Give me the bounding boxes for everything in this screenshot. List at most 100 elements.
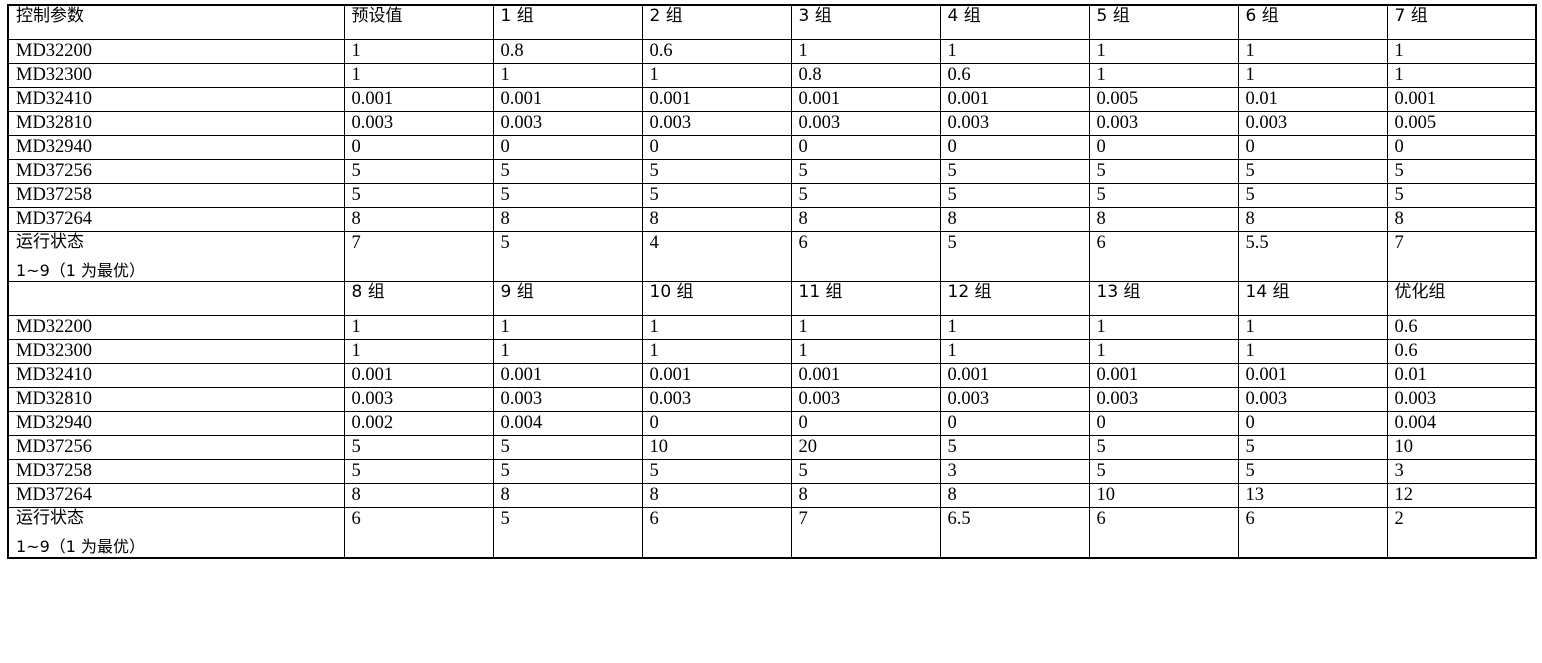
- parameter-value: 0.003: [641, 386, 792, 412]
- status-row: 运行状态 1~9（1 为最优） 7 5 4 6 5 6 5.5 7: [7, 230, 1537, 282]
- parameter-value: 0.6: [1386, 314, 1537, 340]
- parameter-value: 5: [641, 182, 792, 208]
- parameter-value: 5: [492, 434, 643, 460]
- parameter-label: MD37258: [7, 458, 345, 484]
- parameter-value: 8: [939, 206, 1090, 232]
- parameter-value: 0: [790, 410, 941, 436]
- parameter-value: 0.001: [1386, 86, 1537, 112]
- status-label-cell: 运行状态 1~9（1 为最优）: [7, 506, 345, 558]
- parameter-value: 5: [1237, 458, 1388, 484]
- parameter-value: 0: [790, 134, 941, 160]
- parameter-value: 1: [492, 62, 643, 88]
- parameter-value: 8: [641, 482, 792, 508]
- parameter-value: 8: [1237, 206, 1388, 232]
- parameter-value: 0.001: [939, 86, 1090, 112]
- parameter-label: MD32410: [7, 362, 345, 388]
- parameter-value: 5: [641, 458, 792, 484]
- subheader-corner-empty: [7, 280, 345, 316]
- parameter-label: MD37258: [7, 182, 345, 208]
- status-value: 7: [790, 506, 941, 558]
- parameter-label: MD32410: [7, 86, 345, 112]
- parameter-value: 0: [492, 134, 643, 160]
- parameter-value: 0.003: [343, 110, 494, 136]
- parameter-value: 1: [1237, 62, 1388, 88]
- parameter-value: 0.001: [343, 86, 494, 112]
- parameter-value: 1: [641, 62, 792, 88]
- status-label-line2: 1~9（1 为最优）: [16, 536, 146, 556]
- parameter-value: 0.001: [1237, 362, 1388, 388]
- parameter-value: 0.01: [1386, 362, 1537, 388]
- parameter-value: 1: [1088, 314, 1239, 340]
- parameter-value: 8: [939, 482, 1090, 508]
- parameter-value: 0.004: [1386, 410, 1537, 436]
- parameter-value: 0.003: [939, 386, 1090, 412]
- parameter-value: 5: [343, 458, 494, 484]
- parameter-value: 0.003: [790, 386, 941, 412]
- parameter-value: 20: [790, 434, 941, 460]
- column-header: 优化组: [1386, 280, 1537, 316]
- status-value: 6: [1088, 506, 1239, 558]
- column-header: 10 组: [641, 280, 792, 316]
- parameter-value: 0.001: [343, 362, 494, 388]
- parameter-value: 8: [790, 206, 941, 232]
- column-header: 4 组: [939, 4, 1090, 40]
- status-value: 7: [1386, 230, 1537, 282]
- column-header: 1 组: [492, 4, 643, 40]
- parameter-label: MD32810: [7, 110, 345, 136]
- parameter-value: 8: [1088, 206, 1239, 232]
- table-row: MD32300 1 1 1 1 1 1 1 0.6: [7, 338, 1537, 364]
- parameter-value: 1: [641, 338, 792, 364]
- table-row: MD32940 0.002 0.004 0 0 0 0 0 0.004: [7, 410, 1537, 436]
- parameter-value: 5: [1386, 158, 1537, 184]
- parameter-value: 0.004: [492, 410, 643, 436]
- parameter-value: 0: [641, 134, 792, 160]
- parameter-value: 0.003: [343, 386, 494, 412]
- parameter-value: 1: [343, 314, 494, 340]
- parameter-value: 0: [939, 410, 1090, 436]
- parameter-value: 0: [1237, 134, 1388, 160]
- column-header: 3 组: [790, 4, 941, 40]
- parameter-value: 0.003: [1386, 386, 1537, 412]
- parameter-value: 0: [343, 134, 494, 160]
- parameter-value: 1: [1237, 38, 1388, 64]
- parameter-value: 8: [343, 206, 494, 232]
- parameter-value: 5: [1088, 158, 1239, 184]
- status-value: 4: [641, 230, 792, 282]
- parameter-value: 10: [1386, 434, 1537, 460]
- parameter-value: 8: [343, 482, 494, 508]
- table-row: MD32940 0 0 0 0 0 0 0 0: [7, 134, 1537, 160]
- parameter-value: 5: [1088, 182, 1239, 208]
- status-label-line2: 1~9（1 为最优）: [16, 260, 146, 280]
- parameter-label: MD32200: [7, 314, 345, 340]
- parameter-value: 5: [1237, 434, 1388, 460]
- status-value: 6: [641, 506, 792, 558]
- parameter-value: 0.003: [1237, 386, 1388, 412]
- parameter-value: 8: [492, 482, 643, 508]
- column-header: 6 组: [1237, 4, 1388, 40]
- parameter-value: 0: [939, 134, 1090, 160]
- parameter-value: 0.001: [790, 362, 941, 388]
- parameter-value: 12: [1386, 482, 1537, 508]
- column-header: 13 组: [1088, 280, 1239, 316]
- parameter-value: 0.003: [1237, 110, 1388, 136]
- table-row: MD37256 5 5 10 20 5 5 5 10: [7, 434, 1537, 460]
- parameter-value: 0: [1237, 410, 1388, 436]
- status-value: 6: [1237, 506, 1388, 558]
- parameter-value: 1: [492, 338, 643, 364]
- parameter-value: 1: [492, 314, 643, 340]
- parameter-value: 1: [939, 338, 1090, 364]
- status-value: 2: [1386, 506, 1537, 558]
- parameter-value: 1: [641, 314, 792, 340]
- parameter-value: 3: [1386, 458, 1537, 484]
- parameter-value: 1: [939, 314, 1090, 340]
- table-row: MD37264 8 8 8 8 8 10 13 12: [7, 482, 1537, 508]
- parameter-value: 8: [492, 206, 643, 232]
- parameter-value: 5: [641, 158, 792, 184]
- parameter-value: 10: [641, 434, 792, 460]
- column-header: 14 组: [1237, 280, 1388, 316]
- parameter-label: MD32810: [7, 386, 345, 412]
- parameter-value: 8: [641, 206, 792, 232]
- parameter-value: 3: [939, 458, 1090, 484]
- parameter-value: 1: [343, 38, 494, 64]
